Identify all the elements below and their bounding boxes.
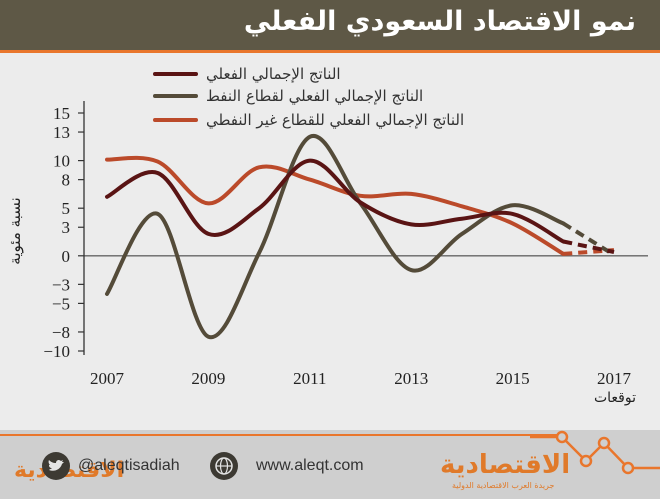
y-tick-label: −5 <box>52 294 70 313</box>
twitter-handle[interactable]: @aleqtisadiah <box>78 457 180 474</box>
x-tick-label: 2017 <box>597 369 632 388</box>
y-tick-label: 8 <box>62 171 71 190</box>
title-accent-line <box>0 50 660 53</box>
y-tick-label: −10 <box>43 342 70 361</box>
legend-label: الناتج الإجمالي الفعلي لقطاع النفط <box>206 87 423 106</box>
series-forecast-line <box>562 221 616 257</box>
series-line <box>105 134 566 339</box>
y-axis-label: نسبة مئوية <box>6 197 24 264</box>
x-tick-label: 2007 <box>90 369 125 388</box>
y-tick-label: 5 <box>62 199 71 218</box>
y-tick-label: 0 <box>62 247 71 266</box>
y-tick-label: 10 <box>53 152 70 171</box>
x-tick-label: 2011 <box>293 369 326 388</box>
plot-lines <box>105 134 616 339</box>
brand-logo-right: الاقتصادية <box>440 450 571 480</box>
globe-glyph <box>215 457 233 475</box>
title-bar: نمو الاقتصاد السعودي الفعلي <box>0 0 660 50</box>
x-axis: 2007 2009 2011 2013 2015 2017 <box>90 369 632 388</box>
y-tick-label: 13 <box>53 123 70 142</box>
footer-accent-line <box>0 434 560 436</box>
forecast-label: توقعات <box>594 390 636 406</box>
series-line <box>105 158 566 244</box>
page-title: نمو الاقتصاد السعودي الفعلي <box>243 6 636 37</box>
twitter-bird-glyph <box>48 459 64 471</box>
y-tick-label: −8 <box>52 323 70 342</box>
series-forecast-line <box>562 239 615 254</box>
y-tick-label: 3 <box>62 218 71 237</box>
y-tick-label: 15 <box>53 104 70 123</box>
series-line <box>105 155 566 256</box>
chart-area: الناتج الإجمالي الفعلي الناتج الإجمالي ال… <box>0 53 660 430</box>
legend-label: الناتج الإجمالي الفعلي للقطاع غير النفطي <box>206 111 464 130</box>
y-tick-label: −3 <box>52 275 70 294</box>
legend-label: الناتج الإجمالي الفعلي <box>206 65 341 84</box>
x-tick-label: 2009 <box>191 369 225 388</box>
line-chart: الناتج الإجمالي الفعلي الناتج الإجمالي ال… <box>6 65 648 406</box>
website-link[interactable]: www.aleqt.com <box>256 457 364 474</box>
chart-legend: الناتج الإجمالي الفعلي الناتج الإجمالي ال… <box>153 65 464 130</box>
x-tick-label: 2015 <box>496 369 530 388</box>
x-tick-label: 2013 <box>394 369 428 388</box>
brand-tagline: جريدة العرب الاقتصادية الدولية <box>452 481 555 490</box>
